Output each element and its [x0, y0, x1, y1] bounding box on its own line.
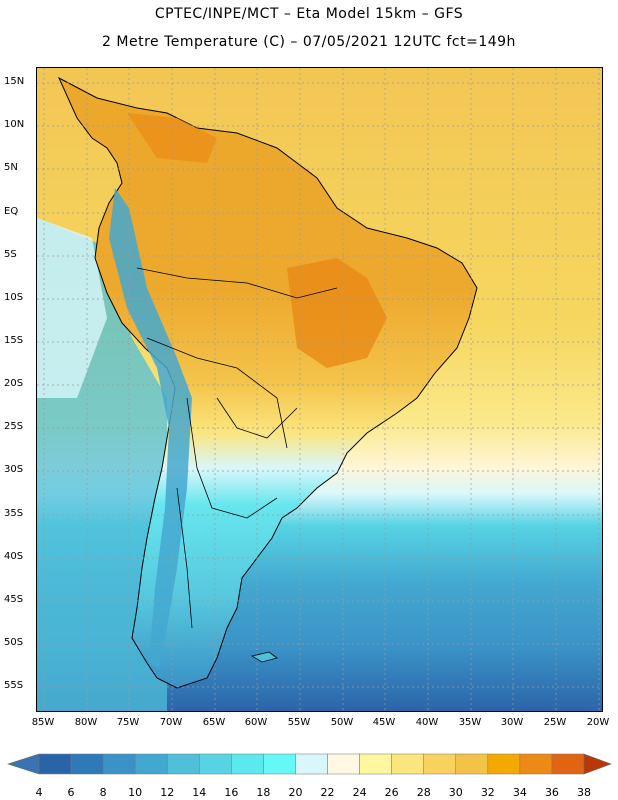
lon-label-70w: 70W: [159, 717, 183, 728]
colorbar-swatch: [231, 753, 264, 775]
lon-label-35w: 35W: [458, 717, 482, 728]
temperature-map: [37, 68, 602, 711]
colorbar-tick-label: 10: [128, 786, 143, 799]
colorbar-tick-label: 14: [192, 786, 207, 799]
lat-label-5n: 5N: [4, 162, 18, 173]
colorbar-swatch: [70, 753, 104, 775]
colorbar-tick-label: 34: [512, 786, 527, 799]
lon-label-55w: 55W: [287, 717, 311, 728]
colorbar-swatch: [38, 753, 72, 775]
colorbar: [0, 748, 618, 800]
colorbar-tick-label: 4: [35, 786, 43, 799]
andes-cold-ridge: [109, 188, 192, 668]
colorbar-swatch: [166, 753, 200, 775]
colorbar-tick-label: 6: [67, 786, 75, 799]
colorbar-tick-label: 18: [256, 786, 271, 799]
colorbar-tick-label: 22: [320, 786, 335, 799]
lon-label-85w: 85W: [31, 717, 55, 728]
lon-label-25w: 25W: [543, 717, 567, 728]
lat-label-20s: 20S: [4, 378, 24, 389]
lon-label-60w: 60W: [244, 717, 268, 728]
lat-label-10s: 10S: [4, 292, 24, 303]
lon-label-40w: 40W: [415, 717, 439, 728]
colorbar-swatch: [455, 753, 489, 775]
lat-label-15n: 15N: [4, 76, 25, 87]
lat-label-15s: 15S: [4, 335, 24, 346]
lat-label-45s: 45S: [4, 594, 24, 605]
country-borders: [136, 267, 338, 629]
lon-label-45w: 45W: [372, 717, 396, 728]
colorbar-under-triangle: [7, 753, 40, 775]
colorbar-over-triangle: [583, 753, 612, 775]
colorbar-swatch: [391, 753, 424, 775]
lat-label-50s: 50S: [4, 637, 24, 648]
colorbar-tick-label: 30: [448, 786, 463, 799]
colorbar-tick-label: 26: [384, 786, 399, 799]
colorbar-tick-label: 32: [480, 786, 495, 799]
lat-label-25s: 25S: [4, 421, 24, 432]
lat-label-35s: 35S: [4, 508, 24, 519]
lon-label-65w: 65W: [202, 717, 226, 728]
pacific-mild-zone: [37, 218, 107, 398]
lat-label-40s: 40S: [4, 551, 24, 562]
colorbar-swatch: [359, 753, 392, 775]
colorbar-tick-label: 12: [160, 786, 175, 799]
colorbar-tick-label: 24: [352, 786, 367, 799]
chart-title-line-2: 2 Metre Temperature (C) – 07/05/2021 12U…: [102, 34, 516, 50]
colorbar-tick-label: 8: [99, 786, 107, 799]
temperature-map-frame: [36, 67, 603, 712]
lon-label-50w: 50W: [330, 717, 354, 728]
colorbar-swatch: [263, 753, 296, 775]
lat-label-10n: 10N: [4, 119, 25, 130]
colorbar-swatch: [134, 753, 168, 775]
lat-label-eq: EQ: [4, 206, 19, 217]
colorbar-swatch: [487, 753, 521, 775]
colorbar-swatch: [327, 753, 360, 775]
lat-label-5s: 5S: [4, 249, 17, 260]
colorbar-swatch: [551, 753, 585, 775]
hot-core-brazil: [287, 258, 387, 368]
chart-title-line-1: CPTEC/INPE/MCT – Eta Model 15km – GFS: [154, 6, 464, 22]
colorbar-tick-label: 28: [416, 786, 431, 799]
lon-label-30w: 30W: [500, 717, 524, 728]
lon-label-20w: 20W: [586, 717, 610, 728]
colorbar-swatch: [519, 753, 553, 775]
colorbar-tick-label: 36: [544, 786, 559, 799]
lat-label-55s: 55S: [4, 680, 24, 691]
lat-label-30s: 30S: [4, 464, 24, 475]
colorbar-tick-label: 20: [288, 786, 303, 799]
colorbar-swatch: [199, 753, 232, 775]
colorbar-bar: [7, 753, 612, 775]
lon-label-75w: 75W: [116, 717, 140, 728]
colorbar-swatch: [295, 753, 328, 775]
colorbar-tick-label: 16: [224, 786, 239, 799]
colorbar-tick-label: 38: [577, 786, 591, 799]
falklands-outline: [250, 651, 278, 663]
colorbar-swatch: [102, 753, 136, 775]
lon-label-80w: 80W: [74, 717, 98, 728]
colorbar-swatch: [423, 753, 457, 775]
